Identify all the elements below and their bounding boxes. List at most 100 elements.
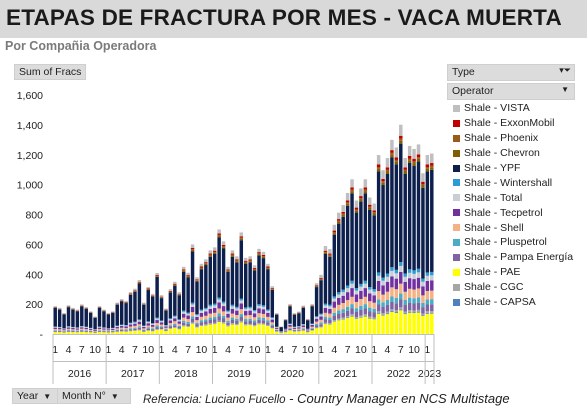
bar-segment: [403, 314, 407, 334]
bar-segment: [394, 310, 399, 313]
year-field-button[interactable]: Year ▼: [12, 388, 62, 404]
bar-segment: [283, 331, 288, 333]
bar-segment: [368, 287, 372, 290]
bar-segment: [416, 272, 421, 278]
bar-segment: [403, 169, 407, 172]
bar-segment: [407, 278, 412, 289]
bar-segment: [88, 328, 93, 329]
bar-segment: [84, 327, 88, 328]
bar-segment: [186, 275, 190, 276]
bar-segment: [350, 280, 354, 284]
bar-segment: [283, 332, 288, 334]
bar-segment: [150, 328, 155, 330]
bar-segment: [168, 291, 173, 293]
bar-segment: [332, 301, 337, 308]
bar-segment: [62, 313, 66, 314]
bar-segment: [257, 313, 261, 318]
bar-segment: [314, 285, 319, 286]
bar-segment: [416, 312, 421, 334]
bar-segment: [319, 278, 323, 280]
bar-segment: [53, 330, 57, 331]
bar-segment: [390, 309, 394, 312]
bar-segment: [221, 318, 226, 323]
bar-segment: [372, 295, 376, 303]
bar-segment: [288, 329, 292, 331]
bar-segment: [221, 323, 226, 334]
bar-segment: [235, 308, 239, 311]
bar-segment: [155, 277, 159, 318]
bar-segment: [243, 262, 248, 264]
bar-segment: [53, 327, 57, 329]
bar-segment: [212, 254, 217, 304]
legend-label: Shale - Total: [464, 191, 523, 204]
chevron-down-icon[interactable]: ▼: [561, 85, 569, 94]
bar-segment: [368, 318, 372, 334]
bar-segment: [354, 301, 359, 309]
bar-segment: [306, 331, 310, 333]
bar-segment: [350, 314, 354, 316]
bar-segment: [425, 313, 430, 334]
bar-segment: [248, 261, 252, 263]
bar-segment: [288, 324, 292, 325]
bar-segment: [235, 256, 239, 260]
bar-segment: [84, 306, 88, 308]
bar-segment: [363, 314, 368, 316]
bar-segment: [275, 330, 279, 332]
bar-segment: [292, 314, 297, 327]
bar-segment: [390, 154, 394, 158]
bar-segment: [381, 185, 385, 278]
bar-segment: [257, 317, 261, 320]
bar-segment: [102, 331, 106, 333]
bar-segment: [341, 319, 345, 334]
bar-segment: [243, 307, 248, 309]
bar-segment: [248, 310, 252, 316]
bar-segment: [226, 310, 230, 312]
bar-segment: [71, 330, 75, 332]
bar-segment: [337, 319, 341, 321]
bar-segment: [66, 330, 71, 332]
bar-segment: [84, 308, 88, 327]
bar-segment: [71, 329, 75, 331]
bar-segment: [376, 290, 381, 300]
bar-segment: [142, 304, 146, 326]
bar-segment: [421, 315, 425, 334]
bar-segment: [385, 314, 390, 334]
bar-segment: [181, 322, 186, 326]
bar-segment: [257, 304, 261, 306]
bar-segment: [173, 315, 177, 317]
bar-segment: [425, 155, 430, 165]
bar-segment: [155, 323, 159, 326]
bar-segment: [341, 213, 345, 215]
bar-segment: [124, 330, 128, 332]
bar-segment: [301, 327, 306, 329]
bar-segment: [239, 320, 244, 322]
bar-segment: [177, 323, 181, 326]
bar-segment: [146, 286, 150, 289]
bar-segment: [425, 272, 430, 276]
bar-segment: [230, 319, 235, 324]
bar-segment: [412, 163, 416, 166]
bar-segment: [390, 157, 394, 268]
bar-segment: [345, 205, 350, 286]
bar-segment: [350, 316, 354, 334]
bar-segment: [394, 147, 399, 158]
bar-segment: [359, 290, 363, 299]
bar-segment: [243, 324, 248, 325]
bar-segment: [111, 332, 115, 334]
year-tick-label: 2019: [227, 368, 251, 380]
value-field-button[interactable]: Sum of Fracs: [14, 64, 87, 80]
bar-segment: [181, 313, 186, 318]
month-field-button[interactable]: Month N° ▼: [57, 388, 131, 404]
bar-segment: [84, 332, 88, 334]
bar-segment: [137, 319, 142, 321]
bar-segment: [217, 316, 221, 321]
type-filter-button[interactable]: Type ▾⏷: [447, 64, 575, 81]
filter-dropdown-icon[interactable]: ▾⏷: [559, 65, 571, 75]
bar-segment: [266, 268, 270, 270]
bar-segment: [337, 223, 341, 293]
operator-legend-button[interactable]: Operator ▼: [447, 83, 575, 100]
bar-segment: [226, 313, 230, 318]
legend-label: Shale - VISTA: [464, 102, 530, 115]
bar-segment: [301, 330, 306, 334]
bar-segment: [266, 269, 270, 310]
